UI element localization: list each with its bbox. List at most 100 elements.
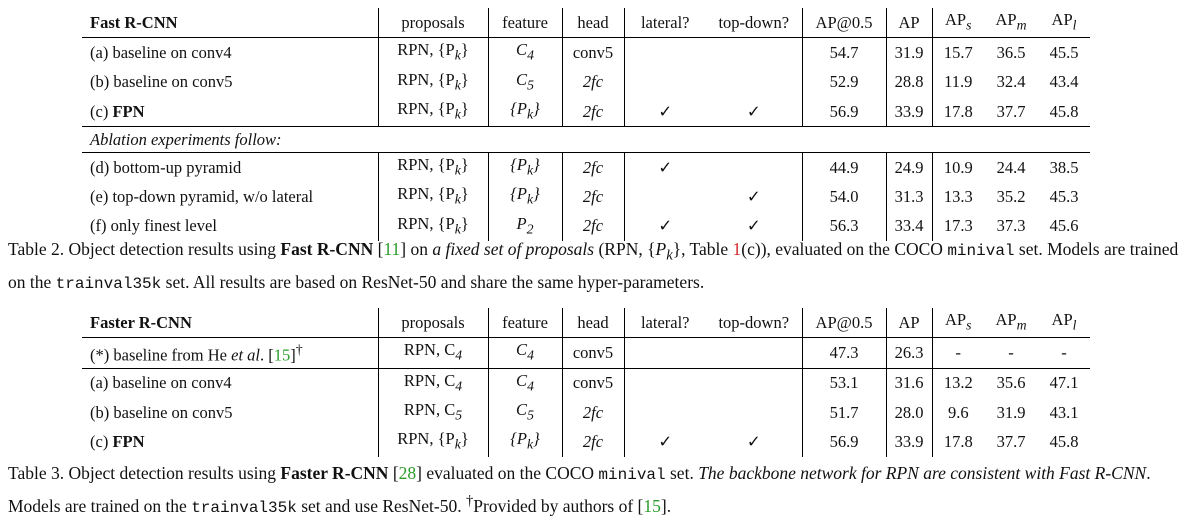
row-name: (d) bottom-up pyramid xyxy=(90,157,242,177)
cell-apm: 24.4 xyxy=(996,157,1026,177)
cell-proposals: RPN, {Pk} xyxy=(377,211,488,242)
cell-ap50: 54.0 xyxy=(801,182,886,212)
cell-head: 2fc xyxy=(561,211,624,242)
header-topdown: top-down? xyxy=(706,308,802,339)
header-head: head xyxy=(561,308,624,339)
table-2-header-row: Fast R-CNN proposals feature head latera… xyxy=(82,8,1090,39)
table-2-title: Fast R-CNN xyxy=(82,8,378,39)
cell-ap: 33.9 xyxy=(885,427,932,457)
cell-aps: 13.2 xyxy=(931,367,984,399)
cell-ap50: 56.3 xyxy=(801,211,886,242)
header-lateral: lateral? xyxy=(623,8,706,39)
table-3-title: Faster R-CNN xyxy=(82,308,378,339)
cell-apl: 45.5 xyxy=(1049,42,1079,62)
row-name: (e) top-down pyramid, w/o lateral xyxy=(90,187,314,207)
cell-apm: 35.6 xyxy=(984,367,1038,399)
cell-lateral xyxy=(623,398,706,428)
cell-ap: 26.3 xyxy=(885,337,932,369)
cell-apm: 37.7 xyxy=(996,101,1026,121)
row-name: (c) FPN xyxy=(90,432,145,452)
cell-feature: C4 xyxy=(487,37,562,68)
cell-ap: 31.3 xyxy=(885,182,932,212)
cell-lateral: ✓ xyxy=(623,211,706,242)
cell-lateral xyxy=(623,67,706,97)
table-row: (c) FPN RPN, {Pk} {Pk} 2fc ✓ ✓ 56.9 33.9 17.8 37.… xyxy=(82,96,1090,127)
cell-topdown xyxy=(706,153,802,183)
citation-link[interactable]: 15 xyxy=(643,495,661,516)
cell-lateral xyxy=(623,182,706,212)
cell-proposals: RPN, C4 xyxy=(377,337,488,369)
header-apl: APl xyxy=(1038,8,1090,39)
header-apl: APl xyxy=(1038,308,1090,339)
citation-link[interactable]: 28 xyxy=(398,463,417,483)
cell-apl: 45.8 xyxy=(1049,101,1079,121)
header-ap: AP xyxy=(885,8,932,39)
cell-proposals: RPN, {Pk} xyxy=(377,96,488,127)
cell-ap50: 54.7 xyxy=(801,37,886,68)
cell-ap50: 52.9 xyxy=(801,67,886,97)
cell-head: 2fc xyxy=(561,182,624,212)
cell-proposals: RPN, {Pk} xyxy=(377,67,488,97)
row-name: (a) baseline on conv4 xyxy=(90,42,232,62)
cell-apl: 43.4 xyxy=(1049,72,1079,92)
table-row: (f) only finest level RPN, {Pk} P2 2fc ✓ ✓ 56.… xyxy=(82,211,1090,242)
cell-apm: 31.9 xyxy=(996,402,1026,422)
header-lateral: lateral? xyxy=(623,308,706,339)
cell-ap50: 51.7 xyxy=(801,398,886,428)
cell-apm: 35.2 xyxy=(996,187,1026,207)
cell-ap: 28.8 xyxy=(885,67,932,97)
cell-proposals: RPN, {Pk} xyxy=(377,37,488,68)
cell-apl: 47.1 xyxy=(1038,367,1090,399)
header-ap: AP xyxy=(885,308,932,339)
cell-proposals: RPN, {Pk} xyxy=(377,182,488,212)
row-name: (*) baseline from He et al. [15]† xyxy=(90,342,303,365)
ablation-label: Ablation experiments follow: xyxy=(82,126,1090,154)
cell-ap50: 44.9 xyxy=(801,152,886,183)
cell-ap: 28.0 xyxy=(885,398,932,428)
cell-ap: 33.9 xyxy=(885,96,932,127)
cell-topdown xyxy=(706,367,802,399)
table-2: Fast R-CNN proposals feature head latera… xyxy=(82,8,1090,242)
table-row: (e) top-down pyramid, w/o lateral RPN, {P… xyxy=(82,182,1090,212)
row-name: (a) baseline on conv4 xyxy=(82,367,378,399)
cell-proposals: RPN, {Pk} xyxy=(377,427,488,457)
header-proposals: proposals xyxy=(377,8,488,39)
table-row: (a) baseline on conv4 RPN, C4 C4 conv5 53.1 3… xyxy=(82,367,1090,399)
cell-lateral: ✓ xyxy=(623,152,706,183)
cell-head: conv5 xyxy=(561,337,624,369)
citation-link[interactable]: 11 xyxy=(383,239,401,259)
cell-aps: 15.7 xyxy=(931,37,984,68)
cell-aps: 17.8 xyxy=(931,427,984,457)
table-row: (*) baseline from He et al. [15]† RPN, C… xyxy=(82,337,1090,369)
cell-aps: 17.8 xyxy=(931,96,984,127)
cell-topdown xyxy=(706,68,802,97)
cell-apm: 37.3 xyxy=(996,216,1026,236)
cell-ap50: 47.3 xyxy=(801,337,886,369)
cell-topdown: ✓ xyxy=(746,101,761,121)
cell-feature: C4 xyxy=(487,367,562,399)
cell-lateral xyxy=(623,367,706,399)
row-name: (c) FPN xyxy=(90,101,145,121)
cell-lateral: ✓ xyxy=(623,427,706,457)
cell-ap50: 53.1 xyxy=(801,367,886,399)
table-reference-link[interactable]: 1 xyxy=(732,239,742,259)
cell-feature: C4 xyxy=(487,337,562,369)
cell-ap50: 56.9 xyxy=(801,96,886,127)
cell-apm: 37.7 xyxy=(996,432,1026,452)
citation-link[interactable]: 15 xyxy=(273,345,291,365)
table-row: (a) baseline on conv4 RPN, {Pk} C4 conv5 54.… xyxy=(82,37,1090,68)
table-2-caption: Table 2. Object detection results using … xyxy=(8,239,1179,293)
cell-aps: 10.9 xyxy=(931,152,984,183)
cell-feature: {Pk} xyxy=(487,182,562,212)
cell-lateral xyxy=(623,37,706,68)
header-proposals: proposals xyxy=(377,308,488,339)
cell-apl: 38.5 xyxy=(1049,157,1079,177)
header-apm: APm xyxy=(984,308,1038,339)
header-feature: feature xyxy=(487,8,562,39)
table-3-caption: Table 3. Object detection results using … xyxy=(8,463,1151,517)
cell-ap: 31.6 xyxy=(885,367,932,399)
header-head: head xyxy=(561,8,624,39)
cell-apm: - xyxy=(1008,343,1014,363)
cell-head: 2fc xyxy=(561,152,624,183)
table-row: (b) baseline on conv5 RPN, C5 C5 2fc 51.7 28.… xyxy=(82,398,1090,428)
